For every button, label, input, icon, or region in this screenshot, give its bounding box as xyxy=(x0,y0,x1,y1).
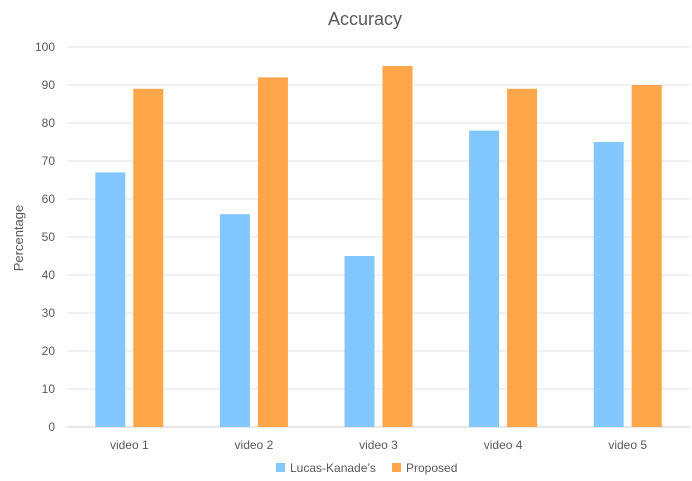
bar-proposed xyxy=(631,85,662,427)
x-axis-ticks: video 1 video 2 video 3 video 4 video 5 xyxy=(110,438,647,452)
y-tick-label: 80 xyxy=(42,116,56,130)
legend-swatch xyxy=(392,463,401,472)
bar-lucas-kanade xyxy=(344,256,375,427)
bar-proposed xyxy=(507,88,538,428)
y-tick-label: 60 xyxy=(42,192,56,206)
bar-lucas-kanade xyxy=(95,172,126,427)
bar-lucas-kanade xyxy=(219,214,250,427)
y-tick-label: 70 xyxy=(42,154,56,168)
bar-lucas-kanade xyxy=(593,142,624,427)
legend-swatch xyxy=(276,463,285,472)
legend: Lucas-Kanade’s Proposed xyxy=(276,461,457,475)
bar-proposed xyxy=(133,88,164,428)
x-tick-label: video 2 xyxy=(235,438,274,452)
bar-proposed xyxy=(382,66,413,427)
y-tick-label: 20 xyxy=(42,344,56,358)
legend-label: Proposed xyxy=(406,461,457,475)
gridlines xyxy=(67,46,690,428)
y-tick-label: 100 xyxy=(35,40,55,54)
y-axis-ticks: 0 10 20 30 40 50 60 70 80 90 100 xyxy=(35,40,55,434)
chart-title: Accuracy xyxy=(328,9,402,29)
y-tick-label: 90 xyxy=(42,78,56,92)
y-tick-label: 40 xyxy=(42,268,56,282)
y-tick-label: 0 xyxy=(48,420,55,434)
bars xyxy=(95,66,662,428)
y-axis-title: Percentage xyxy=(11,205,26,272)
x-tick-label: video 1 xyxy=(110,438,149,452)
y-tick-label: 50 xyxy=(42,230,56,244)
y-tick-label: 30 xyxy=(42,306,56,320)
bar-proposed xyxy=(257,77,288,428)
x-tick-label: video 3 xyxy=(359,438,398,452)
x-tick-label: video 4 xyxy=(484,438,523,452)
y-tick-label: 10 xyxy=(42,382,56,396)
x-tick-label: video 5 xyxy=(608,438,647,452)
bar-lucas-kanade xyxy=(469,130,500,427)
legend-label: Lucas-Kanade’s xyxy=(290,461,376,475)
